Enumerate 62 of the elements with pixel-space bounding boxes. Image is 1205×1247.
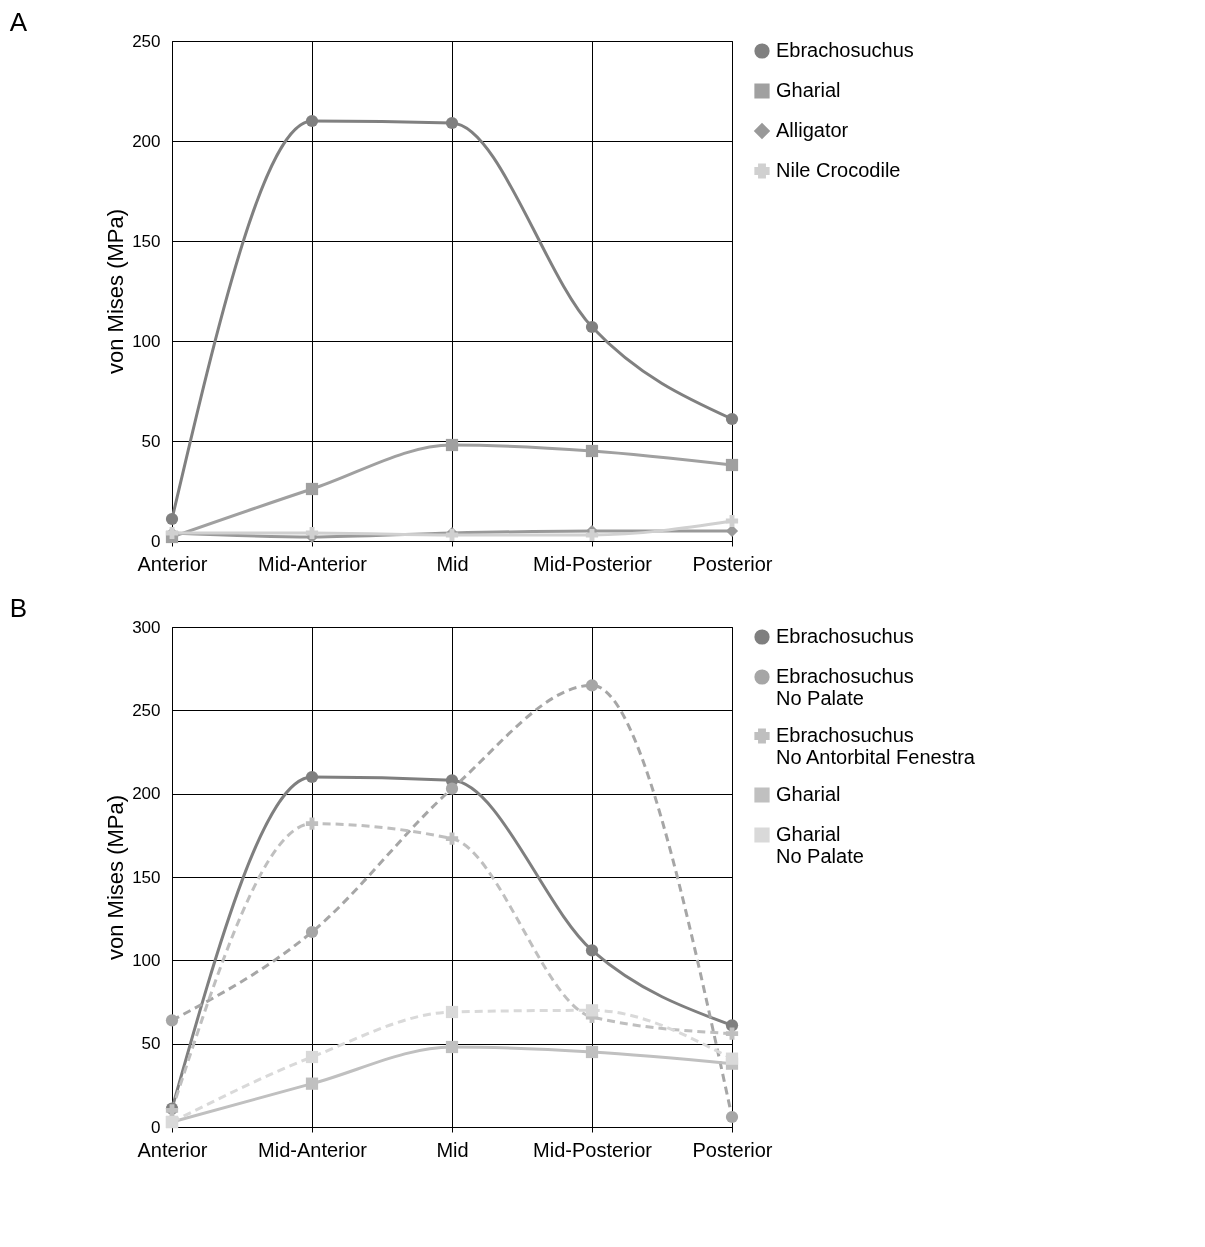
legend-label: Nile Crocodile xyxy=(776,159,901,181)
y-tick-label: 150 xyxy=(132,231,161,251)
x-tick-label: Mid-Posterior xyxy=(533,552,653,575)
point xyxy=(725,412,739,426)
x-tick-label: Anterior xyxy=(137,552,208,575)
x-tick-label: Posterior xyxy=(692,1138,773,1161)
y-tick-label: 100 xyxy=(132,331,161,351)
point xyxy=(725,1027,739,1040)
y-tick-label: 150 xyxy=(132,867,161,887)
y-tick-label: 100 xyxy=(132,950,161,970)
x-tick-label: Mid-Anterior xyxy=(258,552,368,575)
legend-label: Gharial xyxy=(776,783,841,805)
x-tick-label: Mid-Posterior xyxy=(533,1138,653,1161)
y-tick-label: 50 xyxy=(141,1034,161,1054)
point xyxy=(585,444,599,458)
point xyxy=(305,770,319,784)
chart-title: A xyxy=(9,7,28,37)
y-tick-label: 250 xyxy=(132,31,161,51)
point xyxy=(305,817,319,830)
point xyxy=(725,458,739,472)
point xyxy=(445,1005,459,1019)
x-tick-label: Mid-Anterior xyxy=(258,1138,368,1161)
legend-label: Ebrachosuchus xyxy=(776,39,914,61)
point xyxy=(305,925,319,939)
x-tick-label: Posterior xyxy=(692,552,773,575)
y-axis-title: von Mises (MPa) xyxy=(103,794,129,961)
y-tick-label: 0 xyxy=(151,531,161,551)
chart-title: B xyxy=(9,593,27,623)
point xyxy=(725,1052,739,1065)
point xyxy=(445,832,459,845)
x-tick-label: Anterior xyxy=(137,1138,208,1161)
legend-label: Alligator xyxy=(776,119,849,141)
point xyxy=(305,482,319,496)
y-tick-label: 50 xyxy=(141,431,161,451)
point xyxy=(165,512,179,526)
point xyxy=(445,116,459,130)
y-tick-label: 0 xyxy=(151,1117,161,1137)
legend-label: Gharial No Palate xyxy=(776,823,864,867)
y-axis-title: von Mises (MPa) xyxy=(103,208,129,375)
point xyxy=(165,1014,179,1027)
point xyxy=(445,782,459,795)
legend-label: Ebrachosuchus No Palate xyxy=(776,665,914,709)
legend-label: Ebrachosuchus No Antorbital Fenestra xyxy=(776,724,976,768)
point xyxy=(585,944,599,957)
point xyxy=(445,1040,459,1054)
point xyxy=(585,1045,599,1059)
x-tick-label: Mid xyxy=(436,1138,469,1161)
y-tick-label: 300 xyxy=(132,617,161,637)
point xyxy=(585,320,599,334)
y-tick-label: 200 xyxy=(132,784,161,804)
legend-label: Gharial xyxy=(776,79,841,101)
point xyxy=(725,1110,739,1124)
y-tick-label: 200 xyxy=(132,131,161,151)
x-tick-label: Mid xyxy=(436,552,469,575)
legend-label: Ebrachosuchus xyxy=(776,625,914,647)
point xyxy=(585,1004,599,1017)
y-tick-label: 250 xyxy=(132,700,161,720)
point xyxy=(305,1077,319,1090)
point xyxy=(445,438,459,452)
point xyxy=(305,1050,319,1064)
point xyxy=(305,114,319,128)
point xyxy=(585,679,599,692)
